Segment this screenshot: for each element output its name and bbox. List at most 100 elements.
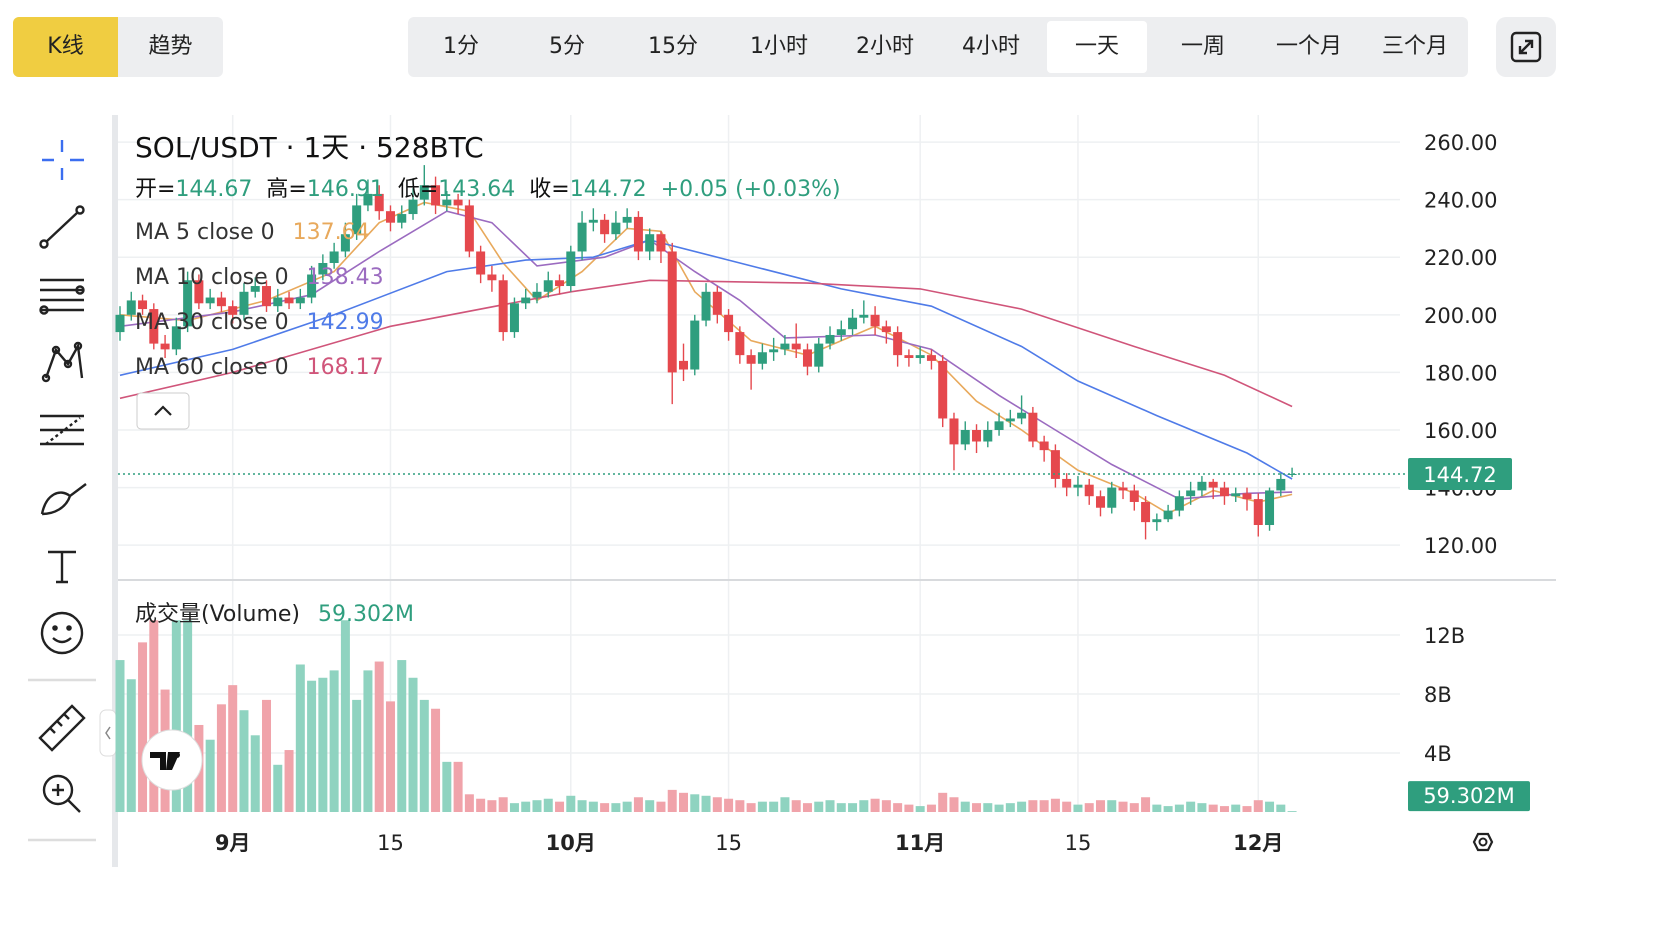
interval-button[interactable]: 一天: [1047, 21, 1147, 73]
y-tick-label: 240.00: [1424, 189, 1497, 213]
ohlc-label: 低=: [398, 177, 438, 202]
candle-body: [1062, 478, 1072, 488]
candle-body: [205, 297, 215, 304]
candle-body: [915, 355, 925, 359]
settings-icon[interactable]: [1472, 832, 1494, 852]
interval-button[interactable]: 1小时: [750, 34, 808, 59]
candle-body: [555, 280, 565, 287]
volume-bar: [712, 797, 722, 812]
interval-button[interactable]: 5分: [549, 34, 585, 59]
ruler-tool[interactable]: [38, 704, 86, 752]
volume-bar: [205, 739, 215, 812]
interval-button[interactable]: 一个月: [1275, 34, 1342, 59]
candle-body: [1163, 510, 1173, 520]
volume-legend: 成交量(Volume) 59.302M: [135, 602, 414, 627]
candle-body: [656, 234, 666, 252]
ma-name: MA 60 close 0: [135, 355, 289, 380]
interval-button[interactable]: 15分: [648, 34, 698, 59]
ohlc-value: 143.64: [438, 177, 515, 202]
ohlc-value: 146.91: [307, 177, 384, 202]
fib-tool[interactable]: [40, 414, 84, 446]
volume-bar: [1129, 803, 1139, 812]
candle-body: [1197, 481, 1207, 491]
legend-collapse-button[interactable]: [136, 392, 190, 430]
fullscreen-button[interactable]: [1496, 17, 1556, 77]
candle-body: [464, 205, 474, 252]
volume-bar: [329, 670, 339, 812]
volume-bar: [1287, 811, 1297, 812]
candle-body: [250, 286, 260, 292]
trendline-tool[interactable]: [39, 205, 85, 249]
volume-bar: [757, 801, 767, 812]
volume-bar: [701, 795, 711, 812]
ma-line: [119, 210, 1293, 500]
candle-body: [588, 219, 598, 223]
candle-body: [825, 334, 835, 344]
text-tool[interactable]: [48, 550, 76, 584]
candle-body: [363, 193, 373, 206]
candle-body: [633, 216, 643, 252]
candle-body: [171, 326, 181, 350]
candle-body: [1242, 493, 1252, 500]
candle-body: [1186, 490, 1196, 497]
candle-body: [239, 291, 249, 315]
interval-button[interactable]: 1分: [443, 34, 479, 59]
x-tick-label: 12月: [1233, 831, 1283, 855]
interval-button[interactable]: 三个月: [1381, 34, 1448, 59]
x-tick-label: 9月: [215, 831, 251, 855]
candle-body: [746, 355, 756, 364]
candle-body: [1265, 490, 1275, 526]
candle-body: [295, 297, 305, 304]
volume-bar: [340, 620, 350, 812]
candle-body: [262, 286, 272, 307]
candle-body: [994, 421, 1004, 430]
collapse-tab[interactable]: [99, 709, 117, 757]
candle-body: [1253, 499, 1263, 526]
parallel-tool[interactable]: [39, 278, 85, 315]
candle-body: [419, 185, 429, 200]
pattern-tool[interactable]: [41, 341, 84, 383]
volume-bar: [216, 704, 226, 812]
ohlc-legend: 开=144.67 高=146.91 低=143.64 收=144.72 +0.05 (+…: [135, 177, 841, 202]
interval-button[interactable]: 4小时: [962, 34, 1020, 59]
candle-body: [701, 291, 711, 321]
candle-body: [566, 251, 576, 287]
volume-bar: [690, 794, 700, 812]
candle-body: [870, 314, 880, 327]
candle-body: [453, 199, 463, 206]
volume-bar: [600, 803, 610, 812]
emoji-tool[interactable]: [40, 611, 84, 655]
zoom-tool[interactable]: [42, 774, 81, 813]
volume-bar: [262, 699, 272, 812]
candle-body: [791, 343, 801, 350]
interval-button[interactable]: 2小时: [856, 34, 914, 59]
crosshair-tool[interactable]: [42, 140, 84, 180]
candle-body: [667, 251, 677, 373]
volume-bar: [577, 800, 587, 812]
ma-value: 138.43: [307, 265, 384, 290]
volume-bar: [397, 660, 407, 812]
candle-body: [949, 418, 959, 445]
volume-bar: [769, 801, 779, 812]
volume-bar: [667, 789, 677, 812]
candle-body: [1028, 412, 1038, 442]
mode-button[interactable]: K线: [13, 17, 118, 77]
volume-bar: [802, 803, 812, 812]
candle-body: [1005, 418, 1015, 422]
mode-button[interactable]: 趋势: [148, 34, 193, 59]
brush-tool[interactable]: [40, 483, 87, 516]
candle-body: [836, 329, 846, 335]
y-tick-label: 120.00: [1424, 534, 1497, 558]
candle-body: [780, 343, 790, 350]
volume-bar: [532, 800, 542, 812]
interval-button[interactable]: 一周: [1180, 34, 1225, 59]
candle-body: [408, 199, 418, 215]
candle-body: [352, 205, 362, 235]
candle-body: [476, 251, 486, 275]
volume-bar: [419, 699, 429, 812]
candle-body: [1050, 450, 1060, 479]
volume-bar: [555, 801, 565, 812]
x-tick-label: 15: [715, 831, 742, 855]
volume-bar: [960, 801, 970, 812]
ohlc-value: 144.67: [175, 177, 252, 202]
